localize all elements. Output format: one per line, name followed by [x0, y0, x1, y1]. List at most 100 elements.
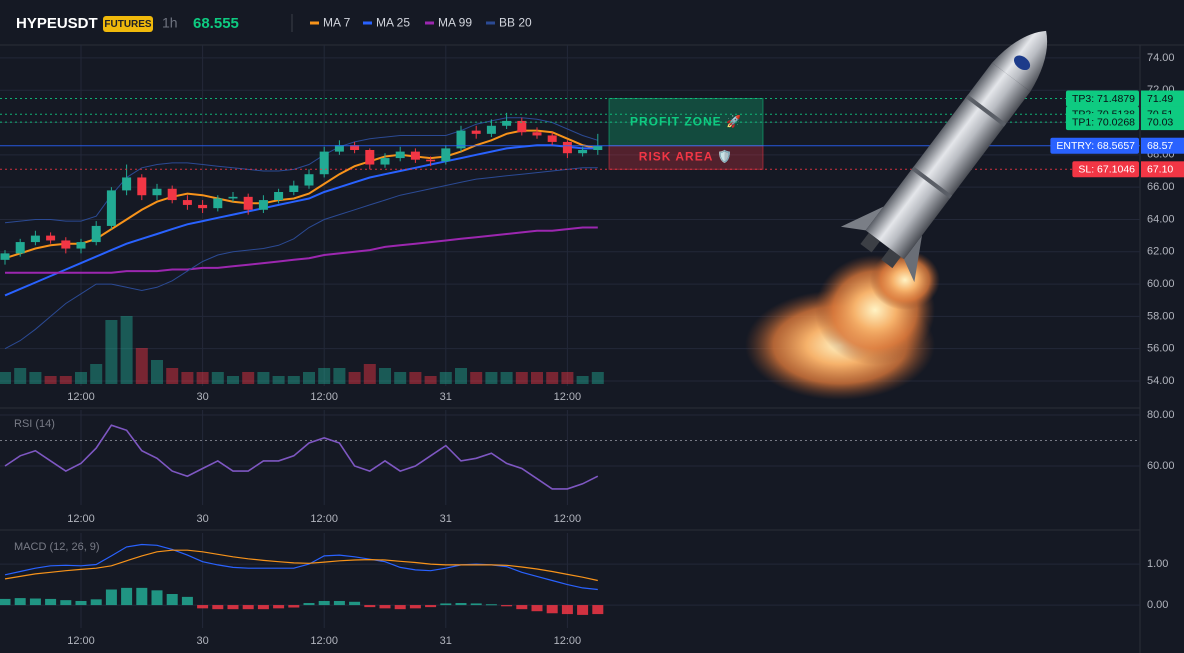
y-tick-label: 1.00 [1147, 558, 1168, 570]
candle-body [502, 120, 512, 126]
candle-body [410, 151, 420, 160]
volume-bar [531, 372, 543, 384]
x-tick-label: 12:00 [554, 635, 582, 647]
volume-bar [257, 372, 270, 384]
badge: FUTURES [104, 19, 152, 30]
histogram-bar [577, 605, 589, 615]
volume-bar [363, 364, 376, 384]
candle-body [152, 188, 162, 196]
volume-bar [455, 368, 467, 384]
histogram-bar [561, 605, 573, 615]
y-tick-label: 62.00 [1147, 246, 1175, 258]
volume-bar [75, 372, 87, 384]
indicator-line [4, 424, 599, 490]
histogram-bar [470, 603, 482, 606]
rocket-illustration [745, 30, 1048, 400]
y-tick-label: 80.00 [1147, 409, 1175, 421]
histogram-bar [531, 605, 543, 612]
histogram-bar [425, 605, 437, 608]
candle-body [350, 145, 360, 150]
volume-bar [485, 372, 498, 384]
candle-body [456, 130, 466, 149]
candle-body [46, 235, 56, 241]
rocket-fin [840, 206, 884, 231]
candle-body [395, 151, 405, 159]
histogram-bar [136, 587, 148, 606]
volume-bar [90, 364, 103, 384]
candle-body [471, 130, 481, 134]
candle-body [258, 200, 268, 210]
histogram-bar [60, 600, 72, 606]
candle-body [562, 141, 572, 154]
volume-bar [348, 372, 361, 384]
axis-tag: 68.57 [1147, 140, 1173, 152]
zone-label: PROFIT ZONE 🚀 [630, 114, 742, 128]
histogram-bar [212, 605, 224, 610]
histogram-bar [501, 605, 513, 607]
macd-line [4, 549, 598, 582]
macd-line [4, 543, 598, 591]
moving-average [4, 129, 599, 260]
rocket-band [965, 94, 1007, 127]
x-tick-label: 12:00 [67, 513, 95, 525]
histogram-bar [45, 598, 57, 606]
candle-body [593, 145, 603, 150]
x-tick-label: 31 [440, 513, 452, 525]
y-tick-label: 74.00 [1147, 52, 1175, 64]
rocket-logo [1013, 55, 1031, 71]
histogram-bar [409, 605, 421, 609]
level-tag-bg [1072, 161, 1139, 178]
candle-body [532, 132, 542, 136]
histogram-bar [516, 605, 528, 610]
histogram-bar [227, 605, 239, 610]
legend-label: MA 99 [438, 16, 472, 30]
candle-body [334, 145, 344, 152]
candle-body [228, 196, 238, 199]
histogram-bar [364, 605, 376, 608]
volume-bar [546, 372, 559, 384]
rocket-nozzle [860, 232, 881, 253]
volume-bar [166, 368, 179, 384]
x-tick-label: 12:00 [67, 391, 95, 403]
x-tick-label: 31 [440, 635, 452, 647]
y-tick-label: 60.00 [1147, 460, 1175, 472]
volume-bar [211, 372, 224, 384]
badge-bg [103, 16, 153, 32]
histogram-bar [151, 590, 163, 606]
level-tag: TP3: 71.4879 [1072, 93, 1135, 105]
bollinger-upper [4, 117, 598, 224]
legend-label: BB 20 [499, 16, 532, 30]
volume-bar [29, 372, 42, 384]
volume-bar [196, 372, 209, 384]
level-tag: ENTRY: 68.5657 [1056, 140, 1135, 152]
moving-average [4, 144, 598, 297]
volume-bar [561, 372, 574, 384]
candle-body [441, 148, 451, 162]
level-tag-bg [1050, 137, 1139, 154]
candle-body [15, 242, 25, 254]
histogram-bar [273, 605, 285, 609]
volume-bar [394, 372, 407, 384]
volume-bar [151, 360, 163, 384]
axis-tag-bg [1141, 161, 1184, 178]
histogram-bar [349, 601, 361, 606]
volume-bar [44, 376, 57, 384]
level-tag-bg [1065, 114, 1139, 131]
bollinger-lower [4, 167, 598, 350]
candle-body [61, 240, 71, 249]
histogram-bar [0, 598, 11, 606]
x-tick-label: 12:00 [310, 391, 338, 403]
x-tick-label: 12:00 [554, 391, 582, 403]
histogram-bar [75, 600, 87, 606]
histogram-bar [181, 596, 193, 606]
volume-bar [59, 376, 72, 384]
x-tick-label: 31 [440, 391, 452, 403]
legend-label: MA 25 [376, 16, 410, 30]
level-tag: TP1: 70.0268 [1072, 116, 1135, 128]
histogram-bar [592, 605, 604, 615]
y-tick-label: 54.00 [1147, 375, 1175, 387]
volume-bar [287, 376, 300, 384]
candle-body [426, 159, 436, 162]
